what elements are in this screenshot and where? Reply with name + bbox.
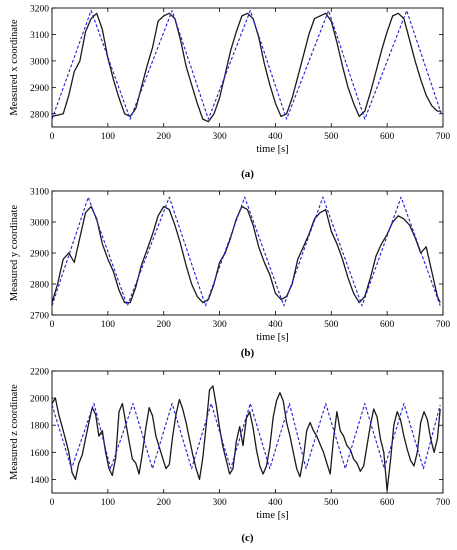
panel-label: (c): [241, 532, 254, 544]
plot-frame: [51, 370, 444, 494]
x-tick-label: 600: [380, 498, 395, 508]
y-tick-label: 3100: [30, 188, 49, 198]
y-tick-label: 2200: [30, 368, 49, 378]
x-tick-label: 100: [101, 498, 116, 508]
x-tick-label: 200: [157, 320, 172, 330]
y-tick-label: 1600: [30, 449, 49, 459]
y-tick-label: 2800: [30, 281, 49, 291]
x-tick-label: 0: [50, 498, 55, 508]
x-tick-label: 400: [268, 132, 283, 142]
plot-frame: [51, 7, 444, 128]
y-tick-label: 3200: [30, 5, 49, 15]
chart-panel-2: 0 100 200 300 400 500 600 700 2700 2800 2900 3000 31…: [9, 188, 450, 360]
x-tick-label: 300: [212, 132, 227, 142]
x-tick-label: 200: [157, 132, 172, 142]
measured-line-2: [51, 205, 441, 304]
x-tick-label: 600: [380, 132, 395, 142]
x-tick-label: 700: [436, 320, 451, 330]
x-tick-label: 100: [101, 320, 116, 330]
x-tick-label: 700: [436, 132, 451, 142]
y-tick-label: 2900: [30, 250, 49, 260]
x-tick-label: 300: [212, 320, 227, 330]
reference-line-1: [51, 10, 442, 120]
y-tick-label: 2900: [30, 84, 49, 94]
y-axis-label: Measured y coordinate: [9, 205, 20, 302]
measured-line-1: [51, 12, 442, 123]
chart-panel-1: 0 100 200 300 400 500 600 700 2800 2900 3000 3100 32…: [9, 5, 450, 181]
x-tick-label: 100: [101, 132, 116, 142]
y-tick-label: 2000: [30, 395, 49, 405]
panel-label: (b): [241, 347, 255, 359]
chart-panel-3: 0 100 200 300 400 500 600 700 1400 1600 1800 2000 22…: [9, 368, 450, 545]
x-tick-label: 500: [324, 320, 339, 330]
x-axis-label: time [s]: [256, 510, 288, 521]
measured-line-3: [51, 385, 441, 491]
x-tick-label: 400: [268, 498, 283, 508]
x-tick-label: 200: [157, 498, 172, 508]
x-tick-label: 0: [50, 132, 55, 142]
y-tick-label: 3000: [30, 219, 49, 229]
y-tick-label: 1800: [30, 422, 49, 432]
panel-label: (a): [241, 168, 254, 180]
y-tick-label: 2800: [30, 110, 49, 120]
reference-line-3: [51, 402, 441, 470]
x-axis-label: time [s]: [256, 144, 288, 155]
x-tick-label: 300: [212, 498, 227, 508]
y-axis-label: Measured z coordinate: [9, 384, 20, 480]
x-tick-label: 600: [380, 320, 395, 330]
x-tick-label: 700: [436, 498, 451, 508]
y-tick-label: 3100: [30, 31, 49, 41]
y-tick-label: 2700: [30, 312, 49, 322]
x-tick-label: 500: [324, 132, 339, 142]
x-axis-label: time [s]: [256, 332, 288, 343]
y-axis-label: Measured x coordinate: [9, 19, 20, 116]
x-tick-label: 400: [268, 320, 283, 330]
x-tick-label: 0: [50, 320, 55, 330]
x-tick-label: 500: [324, 498, 339, 508]
y-tick-label: 3000: [30, 57, 49, 67]
reference-line-2: [51, 196, 441, 307]
y-tick-label: 1400: [30, 476, 49, 486]
